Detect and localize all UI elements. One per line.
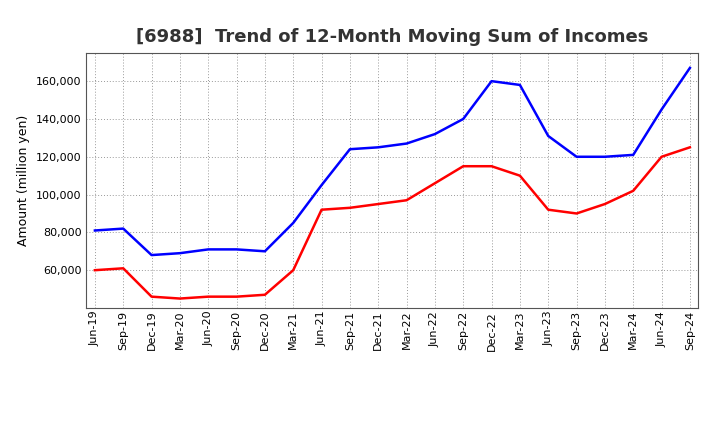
Ordinary Income [459, 116, 467, 121]
Net Income [629, 188, 637, 194]
Ordinary Income [91, 228, 99, 233]
Net Income [261, 292, 269, 297]
Net Income [685, 145, 694, 150]
Ordinary Income [233, 247, 241, 252]
Net Income [600, 202, 609, 207]
Ordinary Income [629, 152, 637, 158]
Ordinary Income [318, 183, 326, 188]
Ordinary Income [374, 145, 382, 150]
Net Income [318, 207, 326, 213]
Title: [6988]  Trend of 12-Month Moving Sum of Incomes: [6988] Trend of 12-Month Moving Sum of I… [136, 28, 649, 46]
Net Income [204, 294, 212, 299]
Net Income [233, 294, 241, 299]
Ordinary Income [431, 132, 439, 137]
Net Income [516, 173, 524, 178]
Ordinary Income [544, 133, 552, 139]
Ordinary Income [600, 154, 609, 159]
Ordinary Income [289, 220, 297, 226]
Ordinary Income [119, 226, 127, 231]
Line: Net Income: Net Income [95, 147, 690, 299]
Ordinary Income [176, 250, 184, 256]
Net Income [402, 198, 411, 203]
Ordinary Income [685, 65, 694, 70]
Ordinary Income [402, 141, 411, 146]
Net Income [544, 207, 552, 213]
Net Income [289, 268, 297, 273]
Net Income [459, 164, 467, 169]
Net Income [431, 180, 439, 186]
Net Income [657, 154, 666, 159]
Ordinary Income [572, 154, 581, 159]
Net Income [487, 164, 496, 169]
Net Income [572, 211, 581, 216]
Net Income [374, 202, 382, 207]
Net Income [91, 268, 99, 273]
Net Income [346, 205, 354, 210]
Y-axis label: Amount (million yen): Amount (million yen) [17, 115, 30, 246]
Ordinary Income [516, 82, 524, 88]
Line: Ordinary Income: Ordinary Income [95, 68, 690, 255]
Net Income [176, 296, 184, 301]
Ordinary Income [261, 249, 269, 254]
Ordinary Income [346, 147, 354, 152]
Net Income [119, 266, 127, 271]
Ordinary Income [657, 107, 666, 112]
Ordinary Income [204, 247, 212, 252]
Net Income [148, 294, 156, 299]
Ordinary Income [487, 78, 496, 84]
Ordinary Income [148, 253, 156, 258]
